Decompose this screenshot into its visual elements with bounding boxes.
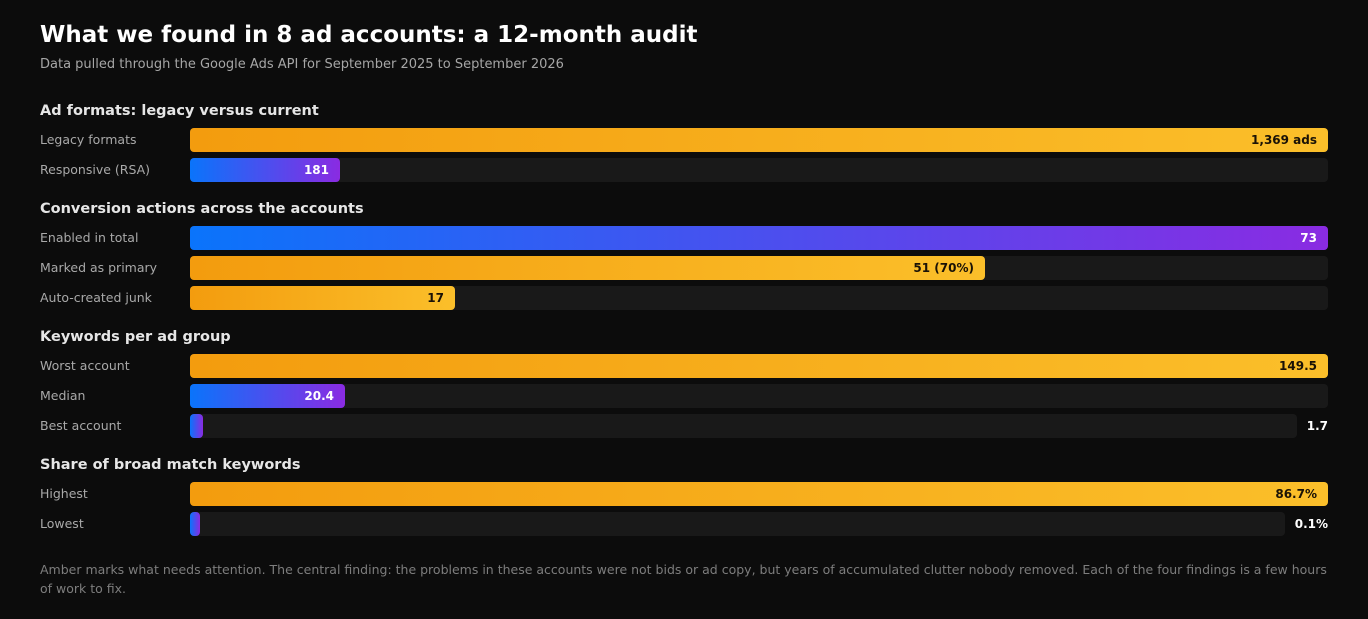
bar-row: Best account 1.7 — [40, 414, 1328, 438]
bar-track — [190, 158, 1328, 182]
bar-row: Auto-created junk 17 — [40, 286, 1328, 310]
bar-value-label: 20.4 — [304, 389, 334, 403]
bar-track — [190, 286, 1328, 310]
bar-label: Median — [40, 388, 86, 403]
section-title: Ad formats: legacy versus current — [40, 103, 319, 119]
bar-track — [190, 414, 1297, 438]
section-title: Conversion actions across the accounts — [40, 201, 364, 217]
bar-label: Legacy formats — [40, 132, 137, 147]
bar-label: Marked as primary — [40, 260, 158, 275]
bar-fill — [190, 414, 203, 438]
bar-value-label: 1.7 — [1306, 419, 1328, 433]
bar-row: Marked as primary 51 (70%) — [40, 256, 1328, 280]
bar-label: Responsive (RSA) — [40, 162, 151, 177]
bar-track — [190, 384, 1328, 408]
bar-fill — [190, 256, 985, 280]
bar-track — [190, 512, 1285, 536]
bar-row: Legacy formats 1,369 ads — [40, 128, 1328, 152]
bar-label: Highest — [40, 486, 88, 501]
bar-fill — [190, 226, 1328, 250]
bar-label: Lowest — [40, 516, 84, 531]
bar-track — [190, 256, 1328, 280]
bar-fill — [190, 286, 455, 310]
section-title: Share of broad match keywords — [40, 457, 301, 473]
bar-value-label: 51 (70%) — [913, 261, 974, 275]
bar-track — [190, 128, 1328, 152]
bar-track — [190, 354, 1328, 378]
bar-value-label: 86.7% — [1275, 487, 1317, 501]
bar-fill — [190, 384, 345, 408]
bar-row: Enabled in total 73 — [40, 226, 1328, 250]
bar-fill — [190, 158, 340, 182]
bar-fill — [190, 354, 1328, 378]
bar-value-label: 181 — [303, 163, 329, 177]
bar-label: Enabled in total — [40, 230, 139, 245]
bar-value-label: 1,369 ads — [1251, 133, 1317, 147]
bar-fill — [190, 128, 1328, 152]
page-subtitle: Data pulled through the Google Ads API f… — [40, 57, 564, 72]
bar-track — [190, 226, 1328, 250]
bar-value-label: 73 — [1300, 231, 1317, 245]
bar-label: Auto-created junk — [40, 290, 152, 305]
bar-row: Responsive (RSA) 181 — [40, 158, 1328, 182]
bar-row: Worst account 149.5 — [40, 354, 1328, 378]
footnote: Amber marks what needs attention. The ce… — [40, 562, 1327, 596]
page-title: What we found in 8 ad accounts: a 12-mon… — [40, 22, 698, 48]
bar-fill — [190, 512, 200, 536]
bar-value-label: 149.5 — [1279, 359, 1317, 373]
bar-row: Lowest 0.1% — [40, 512, 1328, 536]
section-title: Keywords per ad group — [40, 329, 231, 345]
bar-label: Best account — [40, 418, 122, 433]
bar-value-label: 17 — [427, 291, 444, 305]
bar-value-label: 0.1% — [1294, 517, 1328, 531]
bar-fill — [190, 482, 1328, 506]
bar-row: Median 20.4 — [40, 384, 1328, 408]
bar-label: Worst account — [40, 358, 130, 373]
bar-track — [190, 482, 1328, 506]
bar-row: Highest 86.7% — [40, 482, 1328, 506]
